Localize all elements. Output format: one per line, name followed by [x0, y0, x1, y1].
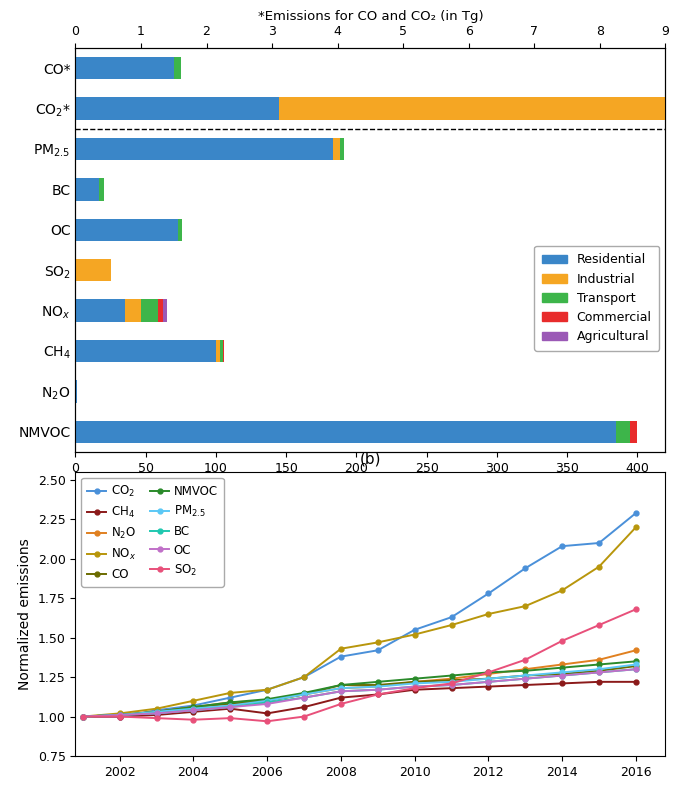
Bar — [158, 299, 163, 322]
Bar — [141, 299, 158, 322]
Bar — [163, 299, 167, 322]
Bar — [75, 57, 174, 79]
Bar — [75, 259, 76, 282]
Bar — [75, 138, 333, 160]
Bar — [178, 218, 182, 241]
X-axis label: *Emissions for CO and CO₂ (in Tg): *Emissions for CO and CO₂ (in Tg) — [258, 10, 483, 22]
Bar — [616, 421, 630, 443]
Bar — [223, 340, 224, 362]
Title: (b): (b) — [359, 452, 381, 466]
Bar — [75, 380, 77, 402]
Bar — [279, 98, 679, 120]
Legend: CO$_2$, CH$_4$, N$_2$O, NO$_x$, CO, NMVOC, PM$_{2.5}$, BC, OC, SO$_2$: CO$_2$, CH$_4$, N$_2$O, NO$_x$, CO, NMVO… — [82, 478, 224, 586]
Bar — [220, 340, 223, 362]
Bar — [333, 138, 340, 160]
Bar — [76, 259, 111, 282]
Y-axis label: Normalized emissions: Normalized emissions — [19, 538, 32, 690]
Bar — [75, 299, 125, 322]
Bar — [679, 98, 686, 120]
X-axis label: Emissions in Gg: Emissions in Gg — [316, 480, 425, 494]
Legend: Residential, Industrial, Transport, Commercial, Agricultural: Residential, Industrial, Transport, Comm… — [534, 246, 659, 351]
Bar — [75, 218, 178, 241]
Bar — [75, 178, 99, 201]
Bar — [216, 340, 220, 362]
Bar — [75, 421, 616, 443]
Bar — [99, 178, 104, 201]
Bar — [125, 299, 141, 322]
Bar — [75, 98, 279, 120]
Bar — [174, 57, 181, 79]
Bar — [340, 138, 344, 160]
Bar — [75, 340, 216, 362]
Bar — [630, 421, 637, 443]
